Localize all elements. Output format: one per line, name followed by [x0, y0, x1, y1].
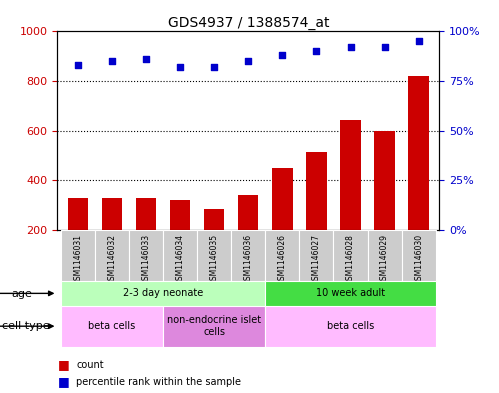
Text: GSM1146031: GSM1146031	[73, 234, 82, 285]
Text: GSM1146026: GSM1146026	[278, 234, 287, 285]
Bar	[265, 230, 299, 281]
Text: 10 week adult: 10 week adult	[316, 288, 385, 298]
Bar	[374, 130, 395, 279]
Text: percentile rank within the sample: percentile rank within the sample	[76, 377, 242, 387]
Text: GSM1146034: GSM1146034	[176, 234, 185, 285]
Point	[346, 44, 354, 50]
Text: count: count	[76, 360, 104, 370]
Text: age: age	[11, 288, 32, 299]
Point	[278, 52, 286, 59]
Text: ■: ■	[57, 358, 69, 371]
Text: GSM1146035: GSM1146035	[210, 234, 219, 285]
Bar	[340, 119, 361, 279]
Bar	[231, 230, 265, 281]
Bar	[409, 76, 429, 279]
Point	[108, 58, 116, 64]
Bar	[368, 230, 402, 281]
Text: cell type: cell type	[2, 321, 50, 331]
Bar	[163, 306, 265, 347]
Text: GSM1146032: GSM1146032	[107, 234, 116, 285]
Point	[415, 38, 423, 44]
Bar	[306, 152, 327, 279]
Bar	[238, 195, 258, 279]
Text: beta cells: beta cells	[88, 321, 136, 331]
Bar	[299, 230, 333, 281]
Bar	[136, 198, 156, 279]
Bar	[67, 198, 88, 279]
Point	[381, 44, 389, 50]
Bar	[197, 230, 231, 281]
Bar	[265, 281, 436, 306]
Bar	[129, 230, 163, 281]
Point	[244, 58, 252, 64]
Point	[312, 48, 320, 55]
Point	[74, 62, 82, 68]
Text: GSM1146028: GSM1146028	[346, 234, 355, 285]
Text: GSM1146027: GSM1146027	[312, 234, 321, 285]
Bar	[402, 230, 436, 281]
Bar	[163, 230, 197, 281]
Text: non-endocrine islet
cells: non-endocrine islet cells	[167, 316, 261, 337]
Bar	[61, 306, 163, 347]
Bar	[204, 209, 225, 279]
Bar	[61, 281, 265, 306]
Bar	[265, 306, 436, 347]
Title: GDS4937 / 1388574_at: GDS4937 / 1388574_at	[168, 17, 329, 30]
Text: ■: ■	[57, 375, 69, 389]
Bar	[170, 200, 190, 279]
Bar	[61, 230, 95, 281]
Text: 2-3 day neonate: 2-3 day neonate	[123, 288, 203, 298]
Bar	[272, 168, 292, 279]
Text: GSM1146033: GSM1146033	[142, 234, 151, 285]
Point	[176, 64, 184, 70]
Point	[210, 64, 218, 70]
Text: GSM1146029: GSM1146029	[380, 234, 389, 285]
Text: GSM1146030: GSM1146030	[414, 234, 423, 285]
Bar	[333, 230, 368, 281]
Text: GSM1146036: GSM1146036	[244, 234, 253, 285]
Bar	[95, 230, 129, 281]
Bar	[102, 198, 122, 279]
Text: beta cells: beta cells	[327, 321, 374, 331]
Point	[142, 56, 150, 62]
